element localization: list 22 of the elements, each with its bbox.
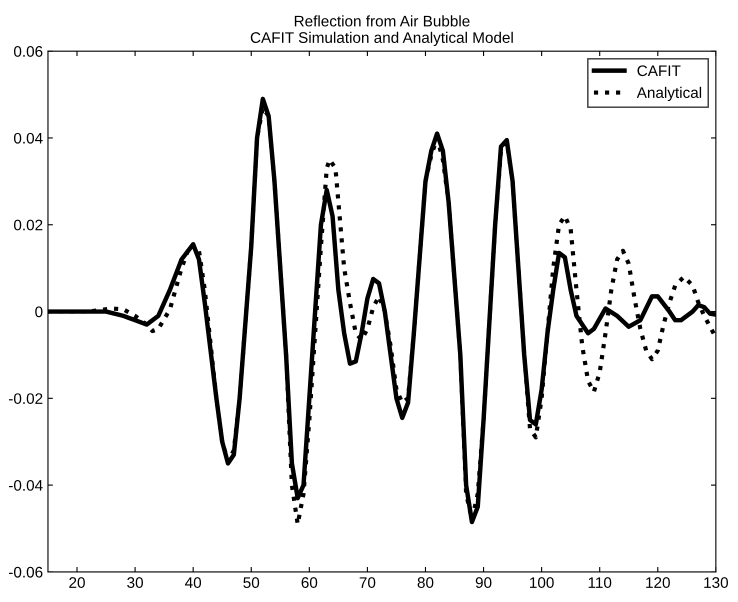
y-tick-label: 0	[35, 306, 43, 318]
y-tick-label: -0.06	[8, 566, 42, 578]
y-tick-label: 0.02	[14, 220, 42, 230]
x-tick-label: 20	[69, 577, 85, 588]
x-tick-label: 120	[646, 577, 670, 588]
x-tick-label: 90	[476, 577, 492, 588]
chart-title: Reflection from Air Bubble CAFIT Simulation and Analytical Model	[250, 15, 513, 46]
x-tick-label: 100	[530, 577, 554, 588]
y-tick-label: -0.02	[8, 393, 42, 404]
x-tick-label: 60	[302, 577, 318, 588]
x-tick-label: 70	[360, 577, 376, 588]
x-tick-label: 40	[185, 577, 202, 588]
x-tick-label: 50	[243, 577, 260, 588]
x-tick-label: 130	[704, 577, 728, 588]
x-tick-label: 80	[418, 577, 434, 588]
y-tick-label: -0.04	[8, 480, 43, 491]
legend-label: Analytical	[636, 86, 702, 102]
x-tick-label: 30	[127, 577, 143, 588]
legend-label: CAFIT	[638, 65, 681, 76]
y-tick-label: 0.04	[14, 132, 43, 144]
x-tick-label: 110	[588, 577, 612, 588]
y-tick-label: 0.06	[14, 46, 42, 57]
